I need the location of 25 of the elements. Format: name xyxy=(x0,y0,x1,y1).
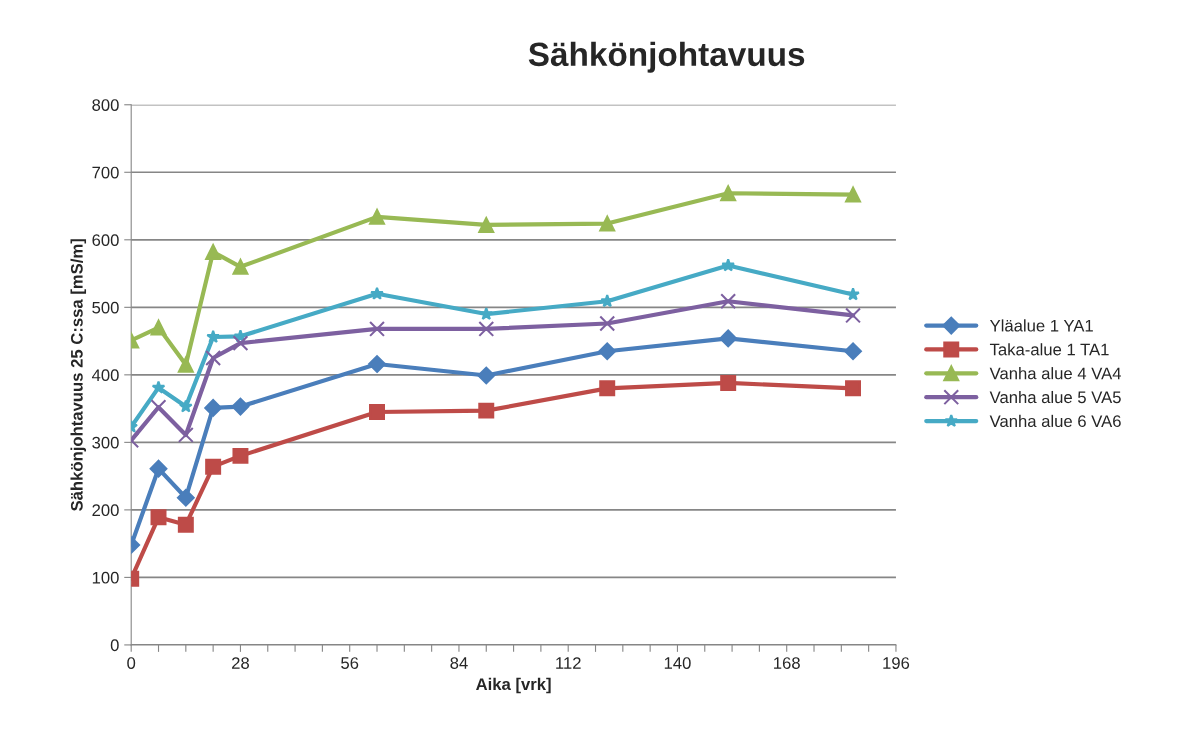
x-tick-label: 112 xyxy=(556,657,581,669)
legend-label: Taka-alue 1 TA1 xyxy=(989,343,1109,356)
x-tick-label: 28 xyxy=(232,657,249,669)
y-tick-label: 700 xyxy=(92,166,119,179)
x-tick-label: 196 xyxy=(883,657,910,669)
chart-title: Sähkönjohtavuus xyxy=(528,41,805,73)
x-tick-label: 168 xyxy=(774,657,800,669)
x-tick-label: 56 xyxy=(341,657,359,669)
y-axis-title: Sähkönjohtavuus 25 C:ssa [mS/m] xyxy=(70,239,87,511)
x-tick-label: 84 xyxy=(450,657,468,669)
y-tick-label: 0 xyxy=(110,639,119,652)
y-tick-label: 200 xyxy=(92,504,119,517)
x-tick-label: 0 xyxy=(127,657,136,669)
y-tick-label: 600 xyxy=(92,234,119,247)
legend-label: Vanha alue 4 VA4 xyxy=(989,367,1122,380)
y-tick-label: 500 xyxy=(92,301,119,314)
x-tick-label: 140 xyxy=(664,657,691,669)
x-axis-title: Aika [vrk] xyxy=(476,677,551,694)
y-tick-label: 300 xyxy=(92,436,119,449)
legend-label: Vanha alue 5 VA5 xyxy=(989,390,1121,404)
y-tick-label: 400 xyxy=(91,369,119,382)
y-tick-label: 100 xyxy=(92,571,119,584)
legend-label: Vanha alue 6 VA6 xyxy=(989,414,1121,428)
y-tick-label: 800 xyxy=(92,99,119,111)
legend-label: Yläalue 1 YA1 xyxy=(989,319,1093,332)
